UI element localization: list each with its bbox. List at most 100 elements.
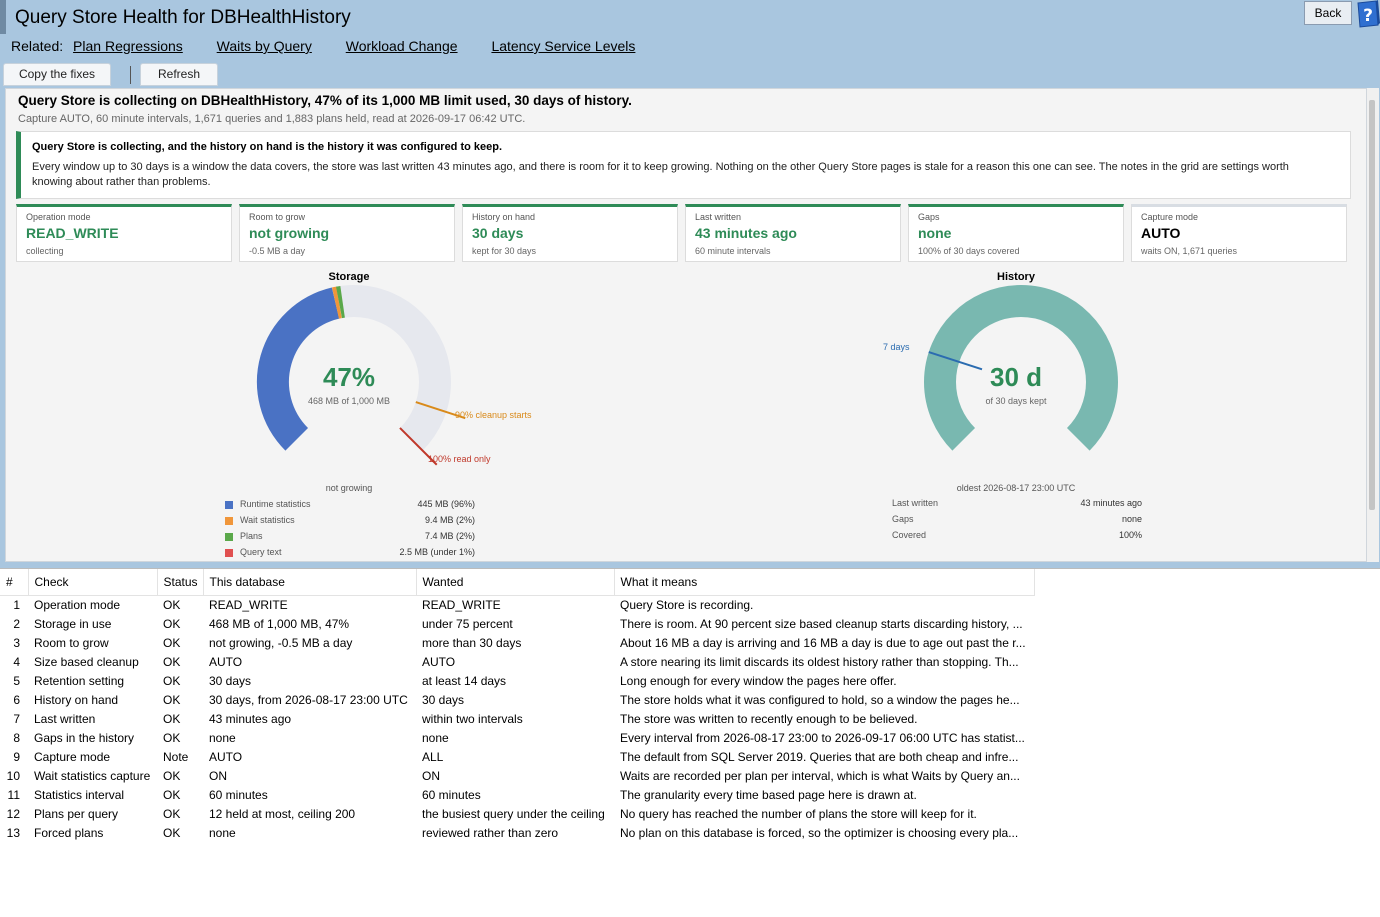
table-row[interactable]: 7 Last written OK 43 minutes ago within two … [0, 709, 1034, 728]
cell-this-database: 12 held at most, ceiling 200 [209, 806, 356, 821]
copy-fixes-button[interactable]: Copy the fixes [3, 63, 111, 86]
cell-check-name: Operation mode [34, 597, 121, 612]
table-row[interactable]: 1 Operation mode OK READ_WRITE READ_WRITE Que… [0, 595, 1034, 614]
history-stat-label: Gaps [892, 514, 914, 524]
legend-value: 2.5 MB (under 1%) [399, 547, 475, 557]
cell-status: OK [163, 806, 181, 821]
cell-status: OK [163, 768, 181, 783]
column-header-check[interactable]: Check [28, 569, 158, 596]
card-value: 30 days [472, 225, 524, 241]
cell-row-number: 5 [13, 673, 20, 688]
grid-body: 1 Operation mode OK READ_WRITE READ_WRITE Que… [0, 595, 1034, 842]
cell-status: Note [163, 749, 189, 764]
cell-what-it-means: There is room. At 90 percent size based … [620, 616, 1023, 631]
table-row[interactable]: 13 Forced plans OK none reviewed rather than… [0, 823, 1034, 842]
cell-wanted: more than 30 days [422, 635, 522, 650]
cell-what-it-means: Long enough for every window the pages h… [620, 673, 897, 688]
cell-this-database: ON [209, 768, 227, 783]
table-row[interactable]: 6 History on hand OK 30 days, from 2026-08-… [0, 690, 1034, 709]
notice-title: Query Store is collecting, and the histo… [32, 141, 503, 153]
history-stat-row: Covered 100% [892, 530, 1142, 544]
card-operation-mode: Operation mode READ_WRITE collecting [16, 204, 232, 262]
link-waits-by-query[interactable]: Waits by Query [216, 38, 312, 54]
cell-check-name: Wait statistics capture [34, 768, 151, 783]
card-sub: 100% of 30 days covered [918, 246, 1020, 256]
cell-status: OK [163, 616, 181, 631]
health-panel: Query Store is collecting on DBHealthHis… [5, 88, 1367, 562]
cell-wanted: the busiest query under the ceiling [422, 806, 605, 821]
link-plan-regressions[interactable]: Plan Regressions [73, 38, 183, 54]
cell-wanted: reviewed rather than zero [422, 825, 559, 840]
column-header-wanted[interactable]: Wanted [416, 569, 615, 596]
table-row[interactable]: 10 Wait statistics capture OK ON ON Waits are… [0, 766, 1034, 785]
cell-status: OK [163, 730, 181, 745]
card-value: none [918, 225, 952, 241]
table-row[interactable]: 3 Room to grow OK not growing, -0.5 MB a da… [0, 633, 1034, 652]
cell-check-name: Plans per query [34, 806, 119, 821]
cell-row-number: 11 [7, 787, 20, 802]
table-row[interactable]: 4 Size based cleanup OK AUTO AUTO A store nea… [0, 652, 1034, 671]
history-7day-marker [928, 351, 983, 371]
card-label: Operation mode [26, 212, 91, 222]
card-value: 43 minutes ago [695, 225, 797, 241]
link-workload-change[interactable]: Workload Change [345, 38, 458, 54]
cell-status: OK [163, 711, 181, 726]
history-gauge: 7 days 30 d of 30 days kept [883, 285, 1118, 451]
cleanup-threshold-label: 90% cleanup starts [455, 410, 532, 420]
legend-name: Query text [240, 547, 282, 557]
cell-wanted: AUTO [422, 654, 456, 669]
legend-swatch [225, 549, 233, 557]
column-header-this-database[interactable]: This database [203, 569, 417, 596]
card-label: Capture mode [1141, 212, 1199, 222]
storage-gauge-title: Storage [328, 271, 370, 283]
card-sub: kept for 30 days [472, 246, 537, 256]
cell-row-number: 1 [13, 597, 20, 612]
history-stat-value: none [1121, 514, 1142, 524]
help-icon[interactable]: ? [1354, 0, 1380, 28]
table-row[interactable]: 12 Plans per query OK 12 held at most, ceil… [0, 804, 1034, 823]
cell-wanted: READ_WRITE [422, 597, 501, 612]
legend-value: 9.4 MB (2%) [424, 515, 475, 525]
storage-gauge-used [257, 287, 340, 451]
column-header-what-it-means[interactable]: What it means [614, 569, 1035, 596]
cell-what-it-means: Query Store is recording. [620, 597, 754, 612]
legend-item: Query text 2.5 MB (under 1%) [225, 546, 477, 560]
card-value: AUTO [1141, 225, 1181, 241]
cell-this-database: READ_WRITE [209, 597, 288, 612]
table-row[interactable]: 8 Gaps in the history OK none none Every inte… [0, 728, 1034, 747]
card-value: not growing [249, 225, 330, 241]
readonly-threshold-marker [399, 427, 438, 466]
back-button[interactable]: Back [1304, 1, 1352, 25]
cell-what-it-means: A store nearing its limit discards its o… [620, 654, 1019, 669]
cell-status: OK [163, 692, 181, 707]
cell-wanted: under 75 percent [422, 616, 513, 631]
table-row[interactable]: 9 Capture mode Note AUTO ALL The default from… [0, 747, 1034, 766]
toolbar-divider [130, 66, 131, 84]
card-value: READ_WRITE [26, 225, 119, 241]
cell-check-name: Room to grow [34, 635, 109, 650]
storage-gauge-wait [332, 286, 342, 319]
card-last-written: Last written 43 minutes ago 60 minute in… [685, 204, 901, 262]
card-gaps: Gaps none 100% of 30 days covered [908, 204, 1124, 262]
history-marker-label: 7 days [883, 342, 910, 352]
title-bar: Query Store Health for DBHealthHistory B… [0, 0, 1380, 88]
checks-table: # Check Status This database Wanted What… [0, 569, 1035, 842]
scrollbar-thumb[interactable] [1369, 100, 1375, 510]
card-room-to-grow: Room to grow not growing -0.5 MB a day [239, 204, 455, 262]
table-row[interactable]: 5 Retention setting OK 30 days at least 14 d… [0, 671, 1034, 690]
cell-this-database: AUTO [209, 749, 243, 764]
column-header-number[interactable]: # [0, 569, 29, 596]
panel-scrollbar[interactable] [1367, 88, 1379, 562]
related-label: Related: [11, 38, 64, 54]
legend-value: 445 MB (96%) [417, 499, 475, 509]
history-stat-value: 100% [1118, 530, 1142, 540]
card-sub: collecting [26, 246, 64, 256]
table-row[interactable]: 11 Statistics interval OK 60 minutes 60 minu… [0, 785, 1034, 804]
link-latency-service-levels[interactable]: Latency Service Levels [491, 38, 636, 54]
history-gauge-title: History [997, 271, 1035, 283]
column-header-status[interactable]: Status [157, 569, 204, 596]
table-row[interactable]: 2 Storage in use OK 468 MB of 1,000 MB, 47%… [0, 614, 1034, 633]
refresh-button[interactable]: Refresh [140, 63, 218, 86]
checks-grid: # Check Status This database Wanted What… [0, 568, 1380, 917]
history-stat-row: Gaps none [892, 514, 1142, 528]
